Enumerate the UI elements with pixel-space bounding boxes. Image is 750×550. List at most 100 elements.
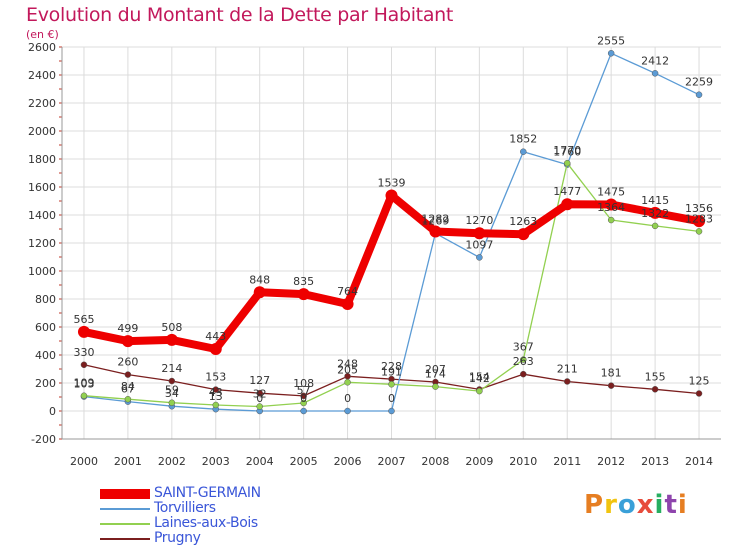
x-tick-label: 2000 bbox=[70, 455, 98, 468]
data-label-0: 1415 bbox=[641, 194, 669, 207]
x-tick-label: 2006 bbox=[334, 455, 362, 468]
data-point-3 bbox=[520, 370, 527, 378]
data-point-2 bbox=[300, 399, 307, 407]
legend-swatch-saint-germain bbox=[100, 489, 150, 499]
data-label-3: 108 bbox=[293, 377, 314, 390]
x-tick-label: 2014 bbox=[685, 455, 713, 468]
y-tick-label: 1200 bbox=[28, 237, 56, 250]
data-point-0 bbox=[121, 335, 134, 348]
data-label-3: 125 bbox=[689, 375, 710, 388]
data-point-1 bbox=[344, 407, 351, 415]
data-point-3 bbox=[212, 386, 220, 393]
y-tick-label: 1800 bbox=[28, 153, 56, 166]
data-point-2 bbox=[432, 383, 439, 390]
data-label-3: 260 bbox=[117, 356, 138, 369]
y-tick-label: 2600 bbox=[28, 41, 56, 54]
data-label-0: 1475 bbox=[597, 186, 625, 199]
data-point-3 bbox=[563, 378, 571, 385]
data-label-0: 835 bbox=[293, 275, 314, 288]
x-tick-label: 2008 bbox=[421, 455, 449, 468]
y-tick-label: 2200 bbox=[28, 97, 56, 110]
x-tick-label: 2010 bbox=[509, 455, 537, 468]
legend-swatch-laines-aux-bois bbox=[100, 523, 150, 525]
y-tick-label: 1400 bbox=[28, 209, 56, 222]
data-point-0 bbox=[693, 215, 706, 228]
data-point-3 bbox=[607, 382, 615, 389]
data-point-0 bbox=[561, 198, 574, 211]
data-label-2: 142 bbox=[469, 372, 490, 385]
data-label-3: 181 bbox=[601, 367, 622, 380]
chart-title: Evolution du Montant de la Dette par Hab… bbox=[26, 4, 454, 26]
data-label-2: 57 bbox=[297, 384, 311, 397]
legend-label-prugny: Prugny bbox=[154, 530, 201, 546]
data-label-0: 508 bbox=[161, 321, 182, 334]
data-label-0: 1263 bbox=[509, 215, 537, 228]
y-tick-label: -200 bbox=[31, 433, 56, 446]
data-point-2 bbox=[520, 356, 527, 363]
data-label-3: 153 bbox=[205, 371, 226, 384]
data-point-0 bbox=[165, 333, 178, 346]
data-point-2 bbox=[80, 392, 88, 399]
data-point-3 bbox=[168, 377, 176, 385]
data-label-1: 0 bbox=[388, 392, 395, 405]
data-label-2: 174 bbox=[425, 368, 446, 381]
data-point-1 bbox=[476, 254, 483, 261]
data-point-2 bbox=[607, 216, 615, 224]
data-point-1 bbox=[607, 50, 615, 57]
data-point-3 bbox=[124, 371, 132, 378]
legend-swatch-torvilliers bbox=[100, 508, 150, 510]
data-label-2: 1322 bbox=[641, 207, 669, 220]
data-label-1: 0 bbox=[344, 392, 351, 405]
legend-swatch-prugny bbox=[100, 538, 150, 540]
x-tick-label: 2004 bbox=[246, 455, 274, 468]
data-point-0 bbox=[649, 206, 662, 219]
y-tick-label: 600 bbox=[35, 321, 56, 334]
data-label-1: 2555 bbox=[597, 34, 625, 47]
data-point-3 bbox=[300, 392, 307, 400]
data-point-1 bbox=[520, 148, 527, 155]
legend-label-saint-germain: SAINT-GERMAIN bbox=[154, 485, 261, 501]
x-tick-label: 2012 bbox=[597, 455, 625, 468]
data-label-3: 330 bbox=[73, 346, 94, 359]
data-point-2 bbox=[476, 387, 483, 395]
data-label-2: 84 bbox=[121, 380, 135, 393]
data-point-3 bbox=[80, 361, 88, 369]
data-label-2: 43 bbox=[209, 386, 223, 399]
chart-subtitle: (en €) bbox=[26, 28, 59, 41]
data-label-0: 443 bbox=[205, 330, 226, 343]
data-label-1: 1760 bbox=[553, 146, 581, 159]
data-label-2: 367 bbox=[513, 341, 534, 354]
data-point-2 bbox=[168, 399, 176, 406]
data-label-2: 59 bbox=[165, 384, 179, 397]
data-point-2 bbox=[695, 228, 703, 235]
data-point-3 bbox=[256, 389, 263, 397]
data-label-1: 1269 bbox=[421, 214, 449, 227]
data-point-1 bbox=[695, 91, 703, 98]
y-tick-label: 800 bbox=[35, 293, 56, 306]
data-label-2: 32 bbox=[253, 388, 267, 401]
data-label-1: 1097 bbox=[465, 238, 493, 251]
data-point-2 bbox=[212, 401, 220, 409]
data-point-2 bbox=[388, 381, 395, 388]
data-label-3: 154 bbox=[469, 370, 490, 383]
x-tick-label: 2009 bbox=[465, 455, 493, 468]
y-tick-label: 1000 bbox=[28, 265, 56, 278]
data-label-1: 2259 bbox=[685, 76, 713, 89]
data-label-2: 109 bbox=[73, 377, 94, 390]
data-label-2: 1364 bbox=[597, 201, 625, 214]
y-tick-label: 200 bbox=[35, 377, 56, 390]
data-label-1: 1852 bbox=[509, 133, 537, 146]
data-point-0 bbox=[77, 325, 90, 338]
data-label-3: 248 bbox=[337, 357, 358, 370]
legend-label-laines-aux-bois: Laines-aux-Bois bbox=[154, 515, 258, 531]
data-label-2: 205 bbox=[337, 363, 358, 376]
data-point-0 bbox=[253, 286, 266, 299]
data-label-1: 0 bbox=[256, 392, 263, 405]
data-label-3: 127 bbox=[249, 374, 270, 387]
data-label-0: 848 bbox=[249, 273, 270, 286]
data-point-0 bbox=[605, 198, 618, 211]
data-point-0 bbox=[297, 288, 310, 301]
data-point-2 bbox=[651, 222, 659, 230]
data-label-0: 1477 bbox=[553, 185, 581, 198]
